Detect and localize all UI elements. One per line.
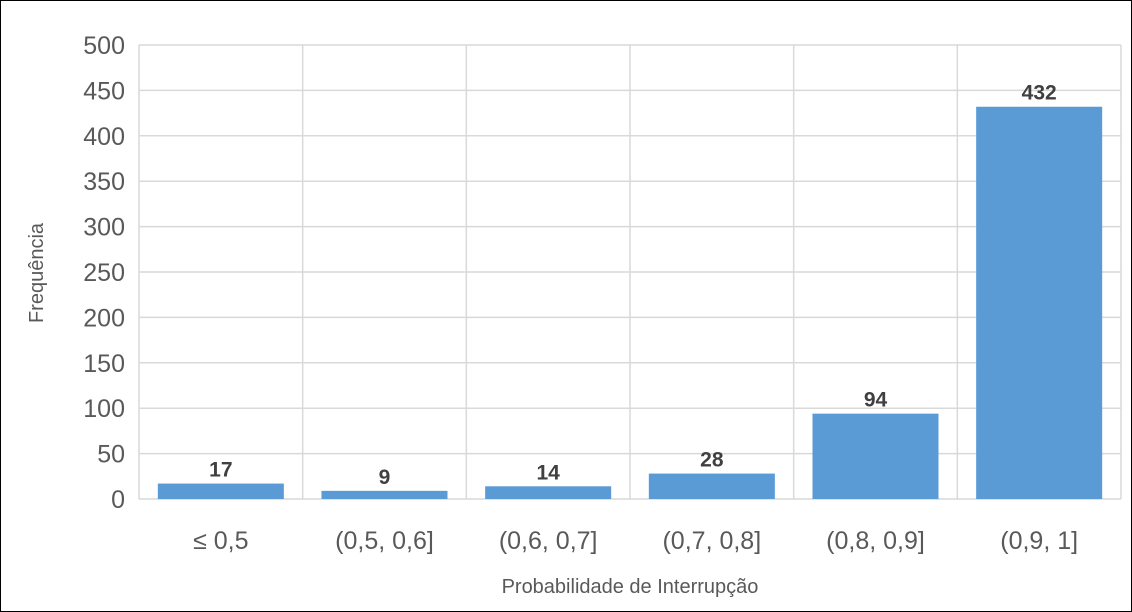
- data-label: 9: [379, 466, 391, 489]
- category-label: (0,7, 0,8]: [662, 527, 761, 555]
- category-label: ≤ 0,5: [193, 527, 248, 555]
- bar-layer: [157, 106, 1103, 499]
- data-label: 17: [209, 459, 232, 482]
- y-tick-label: 350: [83, 168, 125, 196]
- data-label: 28: [700, 449, 724, 472]
- y-axis-title: Frequência: [26, 222, 48, 323]
- grid-layer: [138, 44, 1122, 500]
- y-tick-label: 500: [83, 32, 125, 60]
- category-label: (0,5, 0,6]: [335, 527, 434, 555]
- bar: [485, 486, 612, 499]
- y-tick-label: 0: [111, 486, 125, 514]
- bar: [812, 413, 939, 499]
- data-label: 94: [864, 389, 888, 412]
- data-label: 14: [536, 461, 560, 484]
- y-tick-label: 250: [83, 259, 125, 287]
- y-tick-label: 300: [83, 214, 125, 242]
- bar: [321, 490, 448, 499]
- category-label: (0,6, 0,7]: [499, 527, 598, 555]
- y-tick-label: 450: [83, 77, 125, 105]
- y-tick-label: 400: [83, 123, 125, 151]
- bar: [648, 473, 775, 499]
- bar: [157, 483, 284, 499]
- y-tick-label: 50: [97, 441, 125, 469]
- y-tick-label: 200: [83, 304, 125, 332]
- bar: [976, 106, 1103, 499]
- x-axis-title: Probabilidade de Interrupção: [502, 576, 759, 598]
- y-tick-label: 150: [83, 350, 125, 378]
- label-layer: 0 50 100 150 200 250 300 350 400 450 500 17 ≤ 0,5 9 (0…: [83, 32, 1078, 555]
- category-label: (0,8, 0,9]: [826, 527, 925, 555]
- y-tick-label: 100: [83, 395, 125, 423]
- category-label: (0,9, 1]: [1000, 527, 1078, 555]
- data-label: 432: [1022, 82, 1057, 105]
